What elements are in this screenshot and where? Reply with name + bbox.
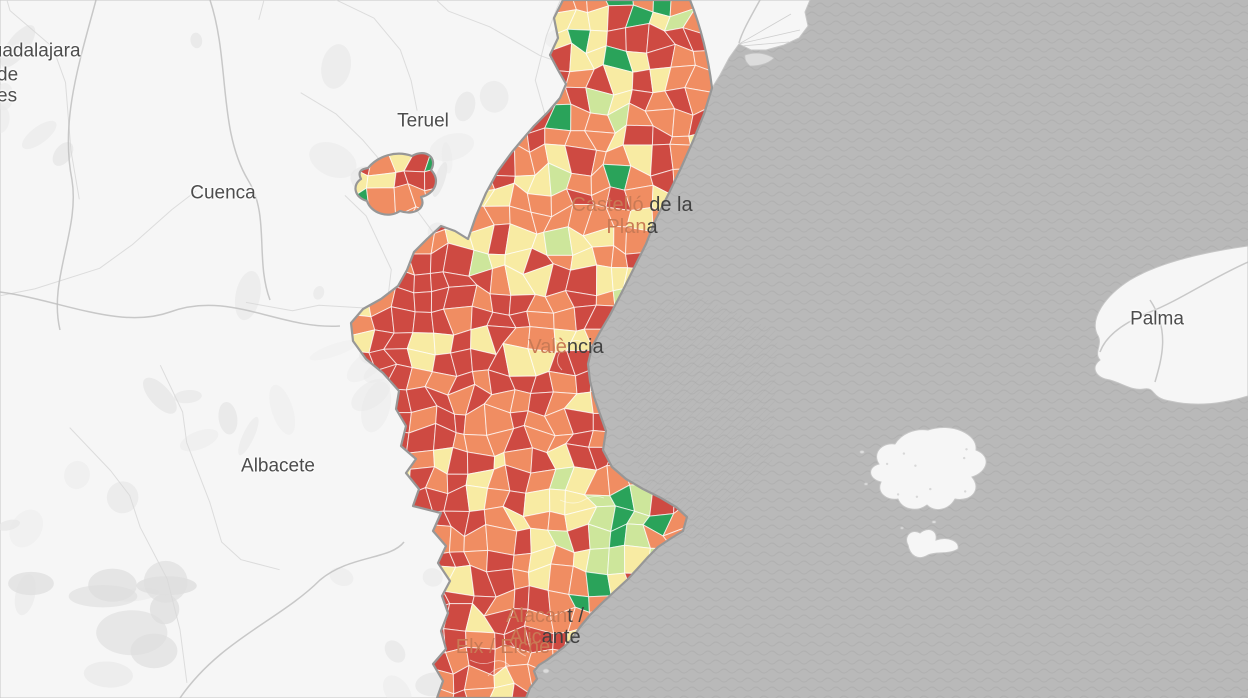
municipality-cell[interactable] <box>449 689 474 698</box>
municipality-cell[interactable] <box>585 547 610 576</box>
municipality-cell[interactable] <box>527 326 557 353</box>
municipality-cell[interactable] <box>413 291 433 313</box>
municipality-cell[interactable] <box>543 226 574 256</box>
region-outline <box>349 0 714 698</box>
municipality-cell[interactable] <box>465 630 496 650</box>
islets-layer <box>542 52 937 674</box>
municipality-cell[interactable] <box>412 311 435 334</box>
municipality-cell[interactable] <box>622 124 654 146</box>
municipality-cell[interactable] <box>607 544 626 576</box>
municipality-cell[interactable] <box>390 306 416 334</box>
municipality-cell[interactable] <box>413 273 433 294</box>
municipality-cell[interactable] <box>484 682 515 698</box>
municipality-cell[interactable] <box>549 488 566 516</box>
municipality-cell[interactable] <box>464 687 496 698</box>
municipality-cell[interactable] <box>669 135 692 146</box>
municipality-cell[interactable] <box>513 585 530 610</box>
municipality-cell[interactable] <box>513 527 532 556</box>
municipality-cell[interactable] <box>625 23 650 54</box>
